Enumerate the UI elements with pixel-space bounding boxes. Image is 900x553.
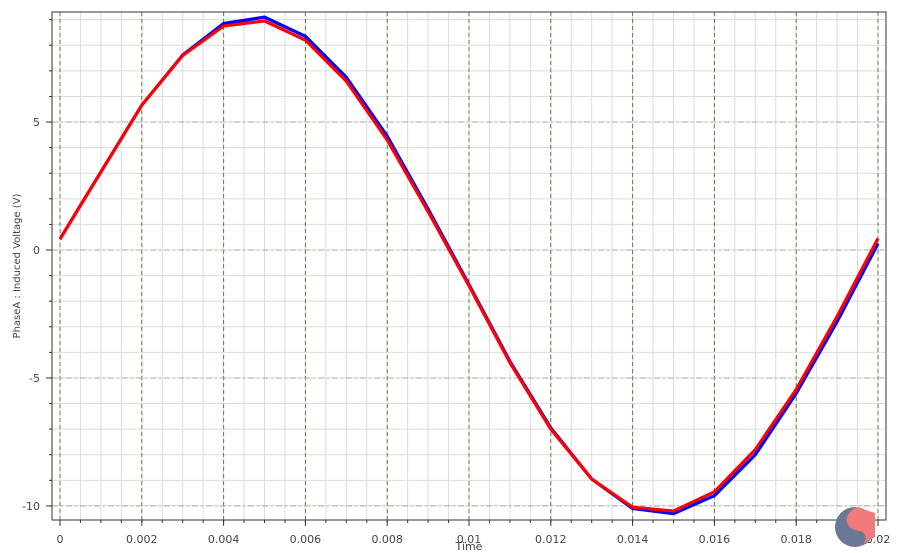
series-group xyxy=(58,15,880,516)
y-tick-label: -5 xyxy=(29,372,40,385)
x-tick-label: 0.016 xyxy=(699,533,731,546)
y-axis-label: PhaseA : Induced Voltage (V) xyxy=(12,193,23,338)
series-line-2 xyxy=(58,19,880,513)
x-tick-label: 0.004 xyxy=(208,533,240,546)
x-tick-label: 0.006 xyxy=(290,533,322,546)
x-tick-label: 0.008 xyxy=(371,533,403,546)
x-tick-label: 0.002 xyxy=(126,533,158,546)
x-tick-label: 0.014 xyxy=(617,533,649,546)
x-tick-label: 0.012 xyxy=(535,533,567,546)
x-tick-label: 0.018 xyxy=(780,533,812,546)
x-tick-label: 0.01 xyxy=(457,533,482,546)
x-tick-label: 0 xyxy=(57,533,64,546)
y-tick-label: 5 xyxy=(33,116,40,129)
y-tick-label: 0 xyxy=(33,244,40,257)
x-axis-label: Time xyxy=(455,540,483,553)
grid xyxy=(52,12,886,520)
y-tick-label: -10 xyxy=(22,500,40,513)
logo xyxy=(835,507,875,547)
axis-ticks: 0 0.002 0.004 0.006 0.008 0.01 0.012 0.014 0.016… xyxy=(22,19,890,546)
